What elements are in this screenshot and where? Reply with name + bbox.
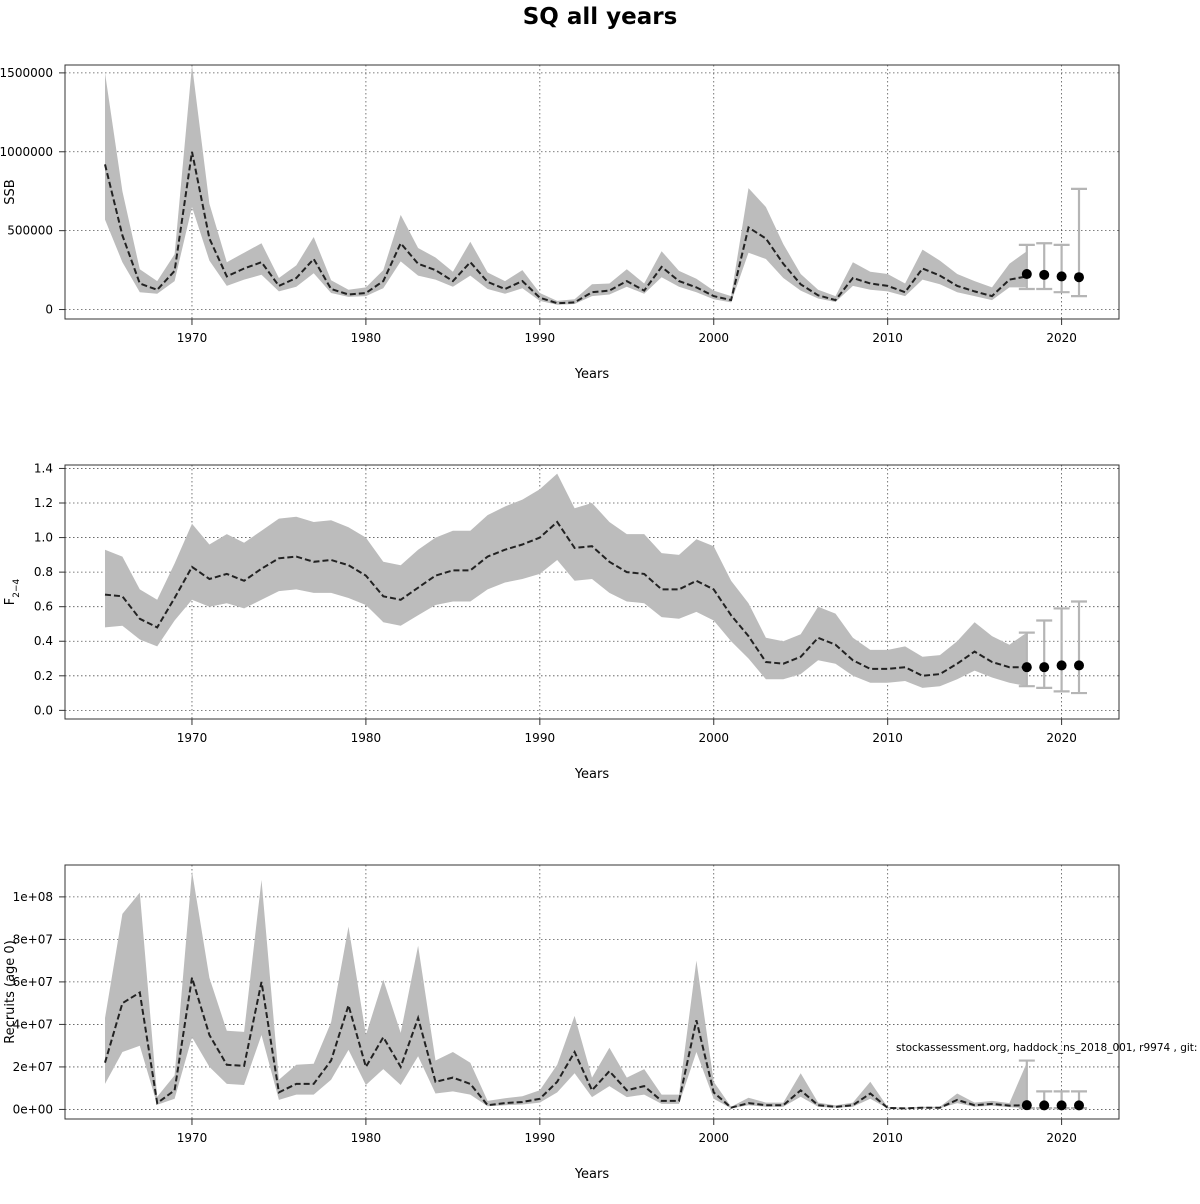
fbar-plot-frame — [64, 464, 1120, 720]
recruits-x-axis-label: Years — [574, 1167, 610, 1182]
chart-title: SQ all years — [523, 4, 678, 30]
recruits-forecast-point — [1056, 1100, 1067, 1111]
fbar-forecast-point — [1021, 662, 1032, 673]
recruits-y-tick-label: 0e+00 — [13, 1102, 53, 1116]
recruits-estimate-line — [104, 977, 1027, 1110]
ssb-plot-frame — [64, 64, 1120, 320]
ssb-y-tick-label: 500000 — [7, 224, 53, 238]
ssb-x-tick-label: 2000 — [698, 331, 729, 345]
ssb-y-tick-label: 1500000 — [0, 66, 53, 80]
recruits-x-tick-label: 1970 — [177, 1131, 208, 1145]
recruits-y-axis-label: Recruits (age 0) — [3, 940, 18, 1044]
recruits-x-tick-label: 2020 — [1046, 1131, 1077, 1145]
ssb-forecast-point — [1039, 269, 1050, 280]
fbar-y-axis-label-subscript: 2−4 — [12, 578, 22, 597]
panel-ssb: 1970 1980 1990 2000 2010 2020 0 500000 1000000 15… — [0, 64, 1120, 382]
fbar-x-tick-label: 1970 — [177, 731, 208, 745]
fbar-forecast-point — [1039, 662, 1050, 673]
ssb-x-tick-label: 1980 — [351, 331, 382, 345]
panel-fbar: 1970 1980 1990 2000 2010 2020 0.0 0.2 0.4 0.6 0.8 1… — [3, 461, 1120, 782]
ssb-x-tick-label: 2010 — [872, 331, 903, 345]
footer-note: stockassessment.org, haddock_ns_2018_001… — [896, 1042, 1200, 1054]
recruits-y-tick-label: 2e+07 — [13, 1060, 53, 1074]
ssb-forecast-point — [1021, 269, 1032, 280]
recruits-y-tick-label: 6e+07 — [13, 975, 53, 989]
chart-panels: 1970 1980 1990 2000 2010 2020 0 500000 1000000 15… — [0, 64, 1120, 1182]
recruits-x-tick-label: 2010 — [872, 1131, 903, 1145]
fbar-x-axis-label: Years — [574, 767, 610, 782]
recruits-forecast-point — [1073, 1100, 1084, 1111]
fbar-y-tick-label: 1.0 — [34, 531, 53, 545]
fbar-forecast-point — [1056, 660, 1067, 671]
fbar-y-tick-label: 1.2 — [34, 496, 53, 510]
recruits-x-tick-label: 1980 — [351, 1131, 382, 1145]
ssb-y-tick-label: 0 — [45, 303, 53, 317]
ssb-forecast-point — [1073, 272, 1084, 283]
fbar-x-tick-label: 2020 — [1046, 731, 1077, 745]
ssb-x-tick-label: 2020 — [1046, 331, 1077, 345]
panel-recruits: 1970 1980 1990 2000 2010 2020 0e+00 2e+07 4e+07 6… — [3, 864, 1120, 1182]
fbar-y-tick-label: 0.0 — [34, 703, 53, 717]
fbar-x-tick-label: 2010 — [872, 731, 903, 745]
ssb-x-axis-label: Years — [574, 367, 610, 382]
recruits-x-tick-label: 2000 — [698, 1131, 729, 1145]
recruits-confidence-band — [105, 871, 1027, 1109]
ssb-y-axis-label: SSB — [3, 179, 18, 204]
fbar-confidence-band — [105, 473, 1027, 688]
ssb-forecast-point — [1056, 271, 1067, 282]
fbar-y-tick-label: 0.8 — [34, 565, 53, 579]
fbar-x-tick-label: 2000 — [698, 731, 729, 745]
recruits-y-tick-label: 8e+07 — [13, 932, 53, 946]
fbar-y-tick-label: 0.4 — [34, 634, 53, 648]
ssb-y-tick-label: 1000000 — [0, 145, 53, 159]
fbar-y-tick-label: 0.6 — [34, 600, 53, 614]
ssb-estimate-line — [104, 151, 1027, 305]
fbar-x-tick-label: 1990 — [525, 731, 556, 745]
ssb-x-tick-label: 1970 — [177, 331, 208, 345]
ssb-x-tick-label: 1990 — [525, 331, 556, 345]
fbar-forecast-point — [1073, 660, 1084, 671]
recruits-plot-frame — [64, 864, 1120, 1120]
recruits-x-tick-label: 1990 — [525, 1131, 556, 1145]
fbar-y-tick-label: 0.2 — [34, 669, 53, 683]
ssb-confidence-band — [105, 65, 1027, 305]
fbar-y-tick-label: 1.4 — [34, 461, 53, 475]
recruits-y-tick-label: 1e+08 — [13, 890, 53, 904]
fbar-x-tick-label: 1980 — [351, 731, 382, 745]
recruits-forecast-point — [1021, 1100, 1032, 1111]
recruits-forecast-point — [1039, 1100, 1050, 1111]
fbar-estimate-line — [104, 520, 1027, 677]
recruits-y-tick-label: 4e+07 — [13, 1017, 53, 1031]
fbar-y-axis-label: F2−4 — [3, 578, 22, 605]
